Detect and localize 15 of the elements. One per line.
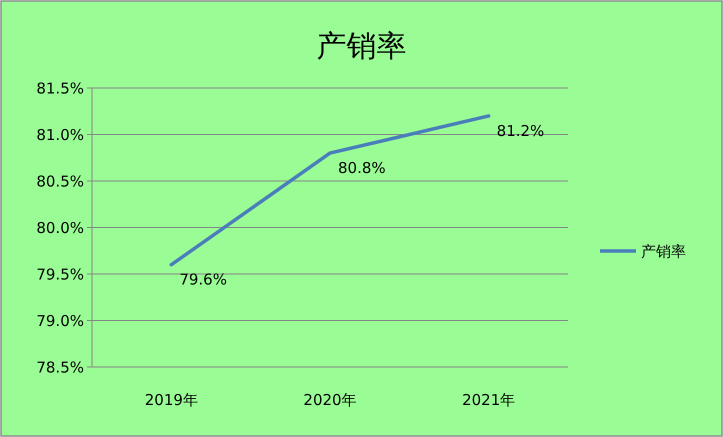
legend-label: 产销率 [641,242,686,260]
y-tick-label: 80.0% [36,218,84,237]
data-label: 81.2% [496,122,544,140]
x-tick-label: 2019年 [144,391,198,409]
y-tick-label: 81.0% [36,126,84,144]
y-tick-label: 79.0% [36,312,84,330]
data-label: 80.8% [338,159,386,178]
y-tick-label: 80.5% [36,172,84,190]
x-tick-label: 2021年 [462,391,516,409]
x-tick-label: 2020年 [303,391,357,409]
y-tick-label: 79.5% [36,265,84,284]
chart-title: 产销率 [316,29,406,64]
data-label: 79.6% [179,270,227,289]
y-tick-label: 78.5% [36,358,84,376]
y-tick-label: 81.5% [36,79,84,98]
